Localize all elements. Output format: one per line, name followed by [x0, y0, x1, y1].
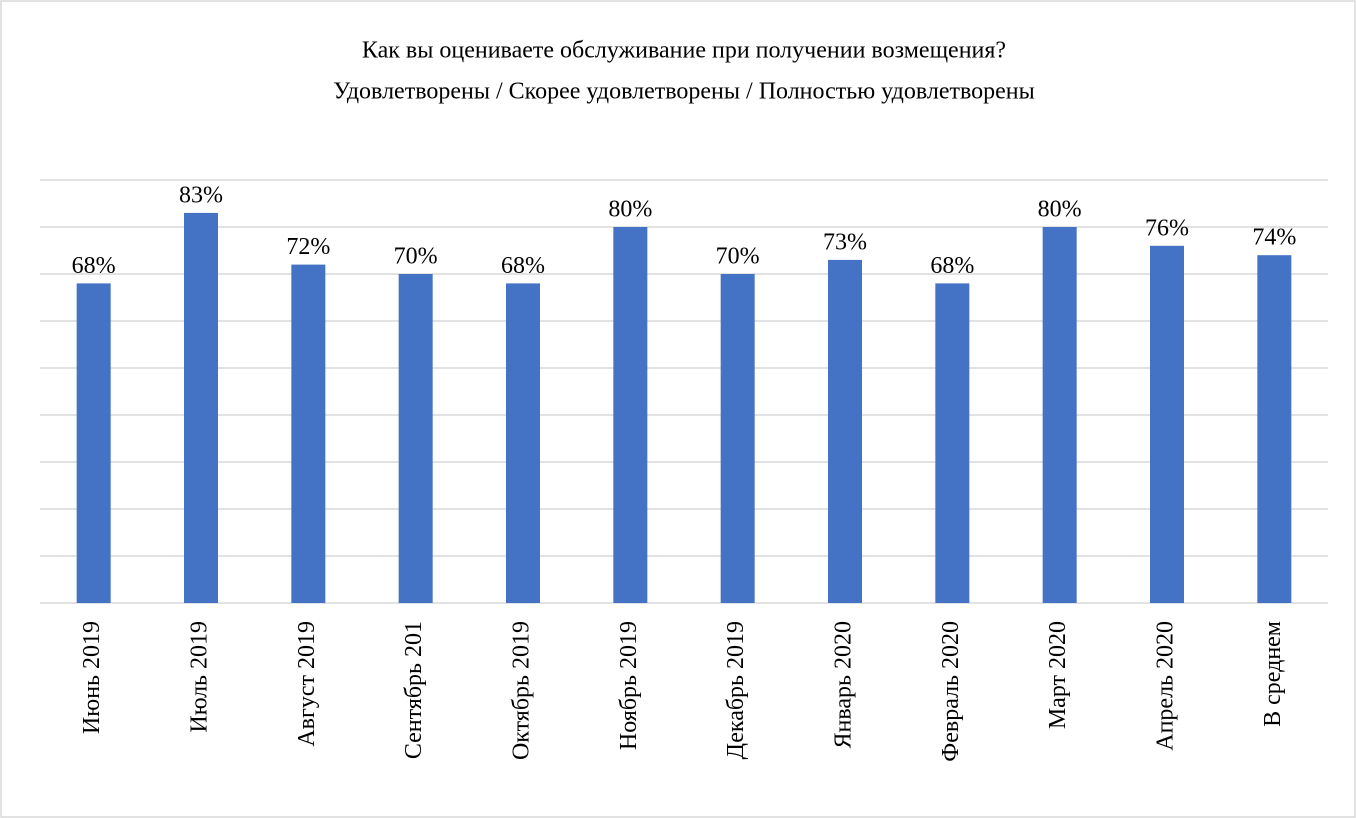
- bar: [1150, 245, 1184, 604]
- bar: [935, 283, 970, 603]
- bar: [1042, 227, 1077, 603]
- x-tick-label: Июнь 2019: [79, 621, 105, 734]
- data-label: 83%: [179, 182, 223, 208]
- data-label: 74%: [1252, 225, 1296, 251]
- data-label: 73%: [823, 229, 867, 255]
- bar: [398, 274, 433, 603]
- bar: [828, 259, 862, 603]
- bar: [720, 274, 755, 603]
- data-label: 70%: [716, 244, 760, 270]
- bar: [291, 264, 326, 603]
- data-label: 80%: [1038, 197, 1082, 223]
- x-tick-label: В среднем: [1260, 621, 1286, 727]
- data-label: 68%: [501, 253, 545, 279]
- bar: [506, 283, 540, 603]
- x-tick-label: Сентябрь 201: [401, 621, 427, 759]
- bar: [1257, 255, 1292, 603]
- data-label: 68%: [72, 253, 116, 279]
- x-tick-label: Январь 2020: [831, 621, 857, 748]
- data-label: 76%: [1145, 215, 1189, 241]
- bar: [76, 283, 111, 603]
- x-tick-label: Февраль 2020: [938, 621, 964, 762]
- x-tick-label: Октябрь 2019: [509, 621, 535, 760]
- x-tick-label: Декабрь 2019: [723, 621, 749, 759]
- x-tick-label: Март 2020: [1045, 621, 1071, 729]
- x-tick-label: Август 2019: [294, 621, 320, 747]
- x-tick-label: Июль 2019: [187, 621, 213, 733]
- data-label: 70%: [394, 244, 438, 270]
- bar: [613, 227, 648, 603]
- x-tick-label: Апрель 2020: [1153, 621, 1179, 751]
- data-label: 72%: [286, 234, 330, 260]
- chart-subtitle: Удовлетворены / Скорее удовлетворены / П…: [333, 79, 1035, 105]
- bar: [184, 212, 218, 603]
- data-label: 80%: [608, 197, 652, 223]
- x-tick-label: Ноябрь 2019: [616, 621, 642, 750]
- chart-title: Как вы оцениваете обслуживание при получ…: [362, 38, 1006, 64]
- data-label: 68%: [930, 253, 974, 279]
